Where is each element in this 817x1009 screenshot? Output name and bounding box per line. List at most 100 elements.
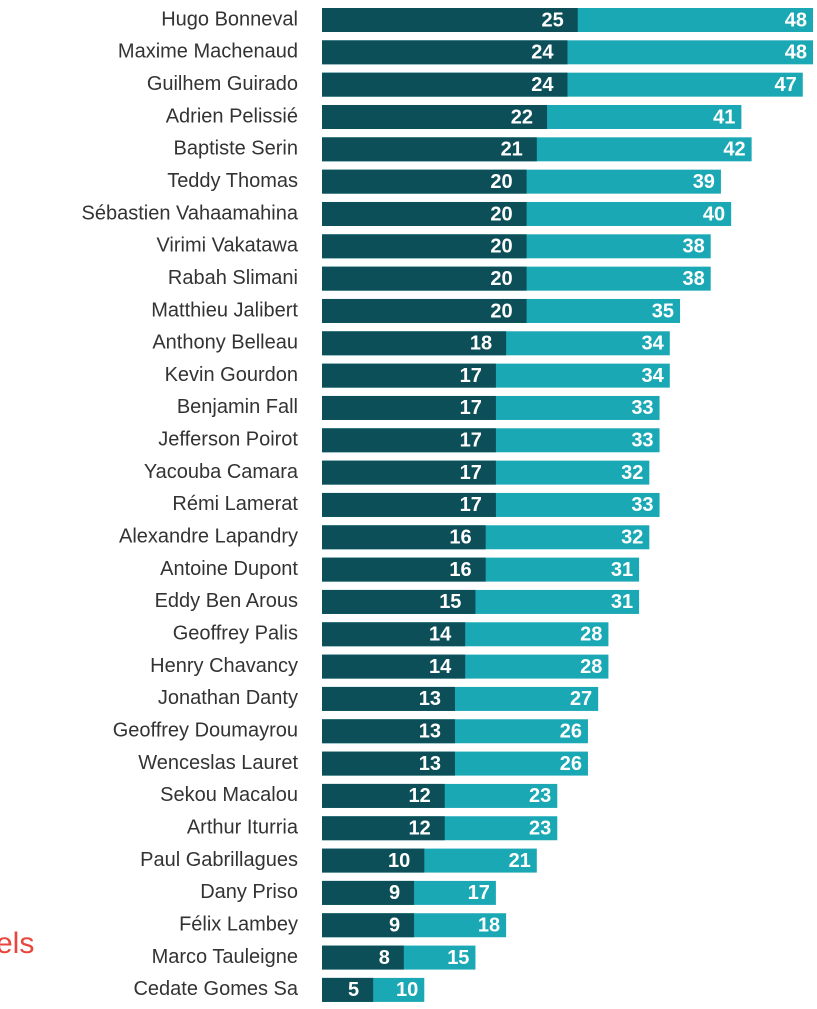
value-label: 34 <box>642 333 665 355</box>
value-label: 24 <box>531 42 554 64</box>
category-label: Sébastien Vahaamahina <box>82 202 299 224</box>
value-label: 33 <box>631 397 653 419</box>
value-label: 35 <box>652 300 674 322</box>
category-label: Antoine Dupont <box>160 558 298 580</box>
value-label: 13 <box>419 721 441 743</box>
category-label: Sekou Macalou <box>160 784 298 806</box>
value-label: 48 <box>785 42 807 64</box>
value-label: 20 <box>490 236 512 258</box>
category-label: Adrien Pelissié <box>166 105 298 127</box>
value-label: 17 <box>468 882 490 904</box>
category-label: Eddy Ben Arous <box>155 590 298 612</box>
value-label: 28 <box>580 624 602 646</box>
value-label: 32 <box>621 527 643 549</box>
value-label: 26 <box>560 721 582 743</box>
category-label: Marco Tauleigne <box>152 946 298 968</box>
category-label: Rabah Slimani <box>168 267 298 289</box>
category-label: Wenceslas Lauret <box>138 752 298 774</box>
bar <box>322 298 527 323</box>
bar <box>322 169 527 194</box>
value-label: 14 <box>429 624 452 646</box>
bar <box>322 719 455 744</box>
bar <box>322 751 455 776</box>
bar <box>322 428 496 453</box>
bar <box>322 492 496 517</box>
bar <box>322 40 568 65</box>
value-label: 39 <box>693 171 715 193</box>
bar <box>322 331 507 356</box>
bar <box>322 266 527 291</box>
value-label: 13 <box>419 753 441 775</box>
bar <box>322 654 466 679</box>
category-label: Maxime Machenaud <box>118 41 298 63</box>
bar <box>322 945 404 970</box>
value-label: 17 <box>460 430 482 452</box>
value-label: 5 <box>348 979 359 1001</box>
category-label: Teddy Thomas <box>167 170 298 192</box>
category-label: Geoffrey Palis <box>173 623 298 645</box>
bar <box>322 848 425 873</box>
value-label: 9 <box>389 882 400 904</box>
bar <box>322 816 445 841</box>
value-label: 33 <box>631 494 653 516</box>
bar <box>322 525 486 550</box>
bar <box>322 363 496 388</box>
category-label: Henry Chavancy <box>150 655 298 677</box>
value-label: 27 <box>570 688 592 710</box>
value-label: 26 <box>560 753 582 775</box>
value-label: 42 <box>723 139 745 161</box>
value-label: 14 <box>429 656 452 678</box>
value-label: 15 <box>447 947 469 969</box>
category-label: Arthur Iturria <box>187 817 299 839</box>
bar <box>322 913 415 938</box>
category-label: Hugo Bonneval <box>161 8 298 30</box>
category-label: Baptiste Serin <box>173 138 298 160</box>
value-label: 10 <box>388 850 410 872</box>
value-label: 34 <box>642 365 665 387</box>
bar <box>322 137 537 162</box>
value-label: 20 <box>490 171 512 193</box>
value-label: 17 <box>460 462 482 484</box>
bar <box>322 104 548 129</box>
bar <box>322 622 466 647</box>
bar <box>322 977 374 1002</box>
value-label: 18 <box>470 333 492 355</box>
value-label: 31 <box>611 559 633 581</box>
bar <box>322 783 445 808</box>
value-label: 32 <box>621 462 643 484</box>
category-label: Jonathan Danty <box>158 687 298 709</box>
value-label: 38 <box>682 236 704 258</box>
bar <box>322 8 578 32</box>
value-label: 12 <box>409 818 431 840</box>
value-label: 24 <box>531 74 554 96</box>
category-label: Virimi Vakatawa <box>156 235 298 257</box>
value-label: 13 <box>419 688 441 710</box>
value-label: 17 <box>460 397 482 419</box>
value-label: 20 <box>490 203 512 225</box>
value-label: 23 <box>529 818 551 840</box>
value-label: 28 <box>580 656 602 678</box>
bar <box>322 880 415 905</box>
value-label: 48 <box>785 9 807 31</box>
bar <box>322 686 455 711</box>
value-label: 20 <box>490 300 512 322</box>
category-label: Dany Priso <box>200 881 298 903</box>
value-label: 40 <box>703 203 725 225</box>
value-label: 22 <box>511 106 533 128</box>
bar <box>322 201 527 226</box>
category-label: Benjamin Fall <box>177 396 298 418</box>
category-label: Guilhem Guirado <box>147 73 298 95</box>
category-label: Kevin Gourdon <box>165 364 298 386</box>
value-label: 20 <box>490 268 512 290</box>
value-label: 9 <box>389 915 400 937</box>
value-label: 47 <box>775 74 797 96</box>
value-label: 23 <box>529 785 551 807</box>
value-label: 16 <box>449 527 471 549</box>
value-label: 41 <box>713 106 735 128</box>
category-label: Matthieu Jalibert <box>151 299 298 321</box>
value-label: 38 <box>682 268 704 290</box>
value-label: 18 <box>478 915 500 937</box>
value-label: 10 <box>396 979 418 1001</box>
category-label: Paul Gabrillagues <box>140 849 298 871</box>
